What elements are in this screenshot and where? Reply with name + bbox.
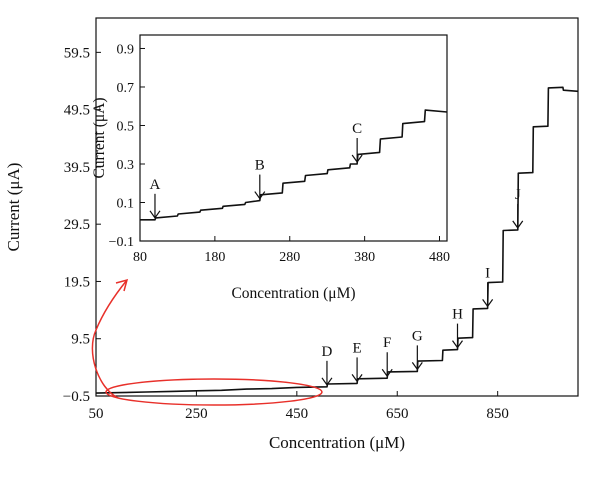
inset-y-tick-label: 0.9 [117, 42, 135, 57]
inset-marker-label: A [150, 177, 161, 193]
inset-x-axis-title: Concentration (μM) [231, 285, 355, 302]
inset-marker-arrowhead [254, 191, 266, 200]
marker-arrowhead [411, 362, 423, 371]
y-tick-label: −0.5 [63, 389, 90, 405]
inset-marker-label: B [255, 158, 265, 174]
inset-x-tick-label: 180 [204, 250, 225, 265]
y-axis-title: Current (μA) [4, 163, 23, 252]
x-tick-label: 450 [286, 406, 309, 422]
y-tick-label: 9.5 [71, 332, 90, 348]
inset-marker-arrowhead [351, 154, 363, 164]
y-tick-label: 29.5 [64, 217, 90, 233]
y-tick-label: 19.5 [64, 274, 90, 290]
inset-y-tick-label: −0.1 [109, 235, 134, 250]
main-chart: Current (μA) Concentration (μM) 50 250 450… [4, 17, 579, 452]
y-tick-label: 39.5 [64, 160, 90, 176]
inset-plot-background [140, 35, 447, 241]
highlight-callout-arrowhead [115, 278, 129, 292]
plot-frame [95, 17, 579, 397]
highlight-callout-arrow [91, 279, 128, 399]
inset-chart: Current (μA) Concentration (μM) 80 180 280… [91, 34, 450, 302]
inset-marker-label: C [352, 121, 362, 137]
marker-label: J [515, 187, 521, 203]
inset-y-tick-label: 0.3 [117, 158, 135, 173]
inset-x-tick-label: 280 [279, 250, 300, 265]
marker-label: D [322, 344, 333, 360]
x-tick-label: 250 [185, 406, 208, 422]
marker-label: G [412, 328, 423, 344]
current-trace [95, 86, 579, 394]
inset-x-tick-label: 480 [429, 250, 450, 265]
marker-label: E [352, 340, 361, 356]
marker-arrowhead [482, 299, 494, 308]
inset-marker-arrowhead [149, 210, 161, 219]
y-tick-label: 49.5 [64, 103, 90, 119]
marker-arrowhead [321, 377, 333, 386]
highlight-ellipse [105, 378, 323, 406]
x-tick-label: 650 [386, 406, 409, 422]
inset-y-tick-label: 0.1 [117, 196, 135, 211]
inset-x-tick-label: 80 [133, 250, 147, 265]
x-tick-label: 50 [89, 406, 104, 422]
inset-y-tick-label: 0.7 [117, 81, 135, 96]
inset-y-tick-label: 0.5 [117, 119, 135, 134]
inset-y-axis-title: Current (μA) [91, 97, 108, 178]
marker-arrowhead [452, 340, 463, 349]
inset-plot-frame [139, 34, 448, 242]
x-tick-label: 850 [486, 406, 509, 422]
y-tick-label: 59.5 [64, 45, 90, 61]
marker-label: F [383, 335, 391, 351]
marker-label: H [452, 307, 463, 323]
marker-arrowhead [381, 368, 393, 378]
inset-current-trace [140, 109, 448, 221]
marker-label: I [485, 265, 490, 281]
inset-x-tick-label: 380 [354, 250, 375, 265]
marker-arrowhead [351, 374, 363, 383]
x-axis-title: Concentration (μM) [269, 433, 405, 452]
marker-arrowhead [512, 220, 524, 229]
